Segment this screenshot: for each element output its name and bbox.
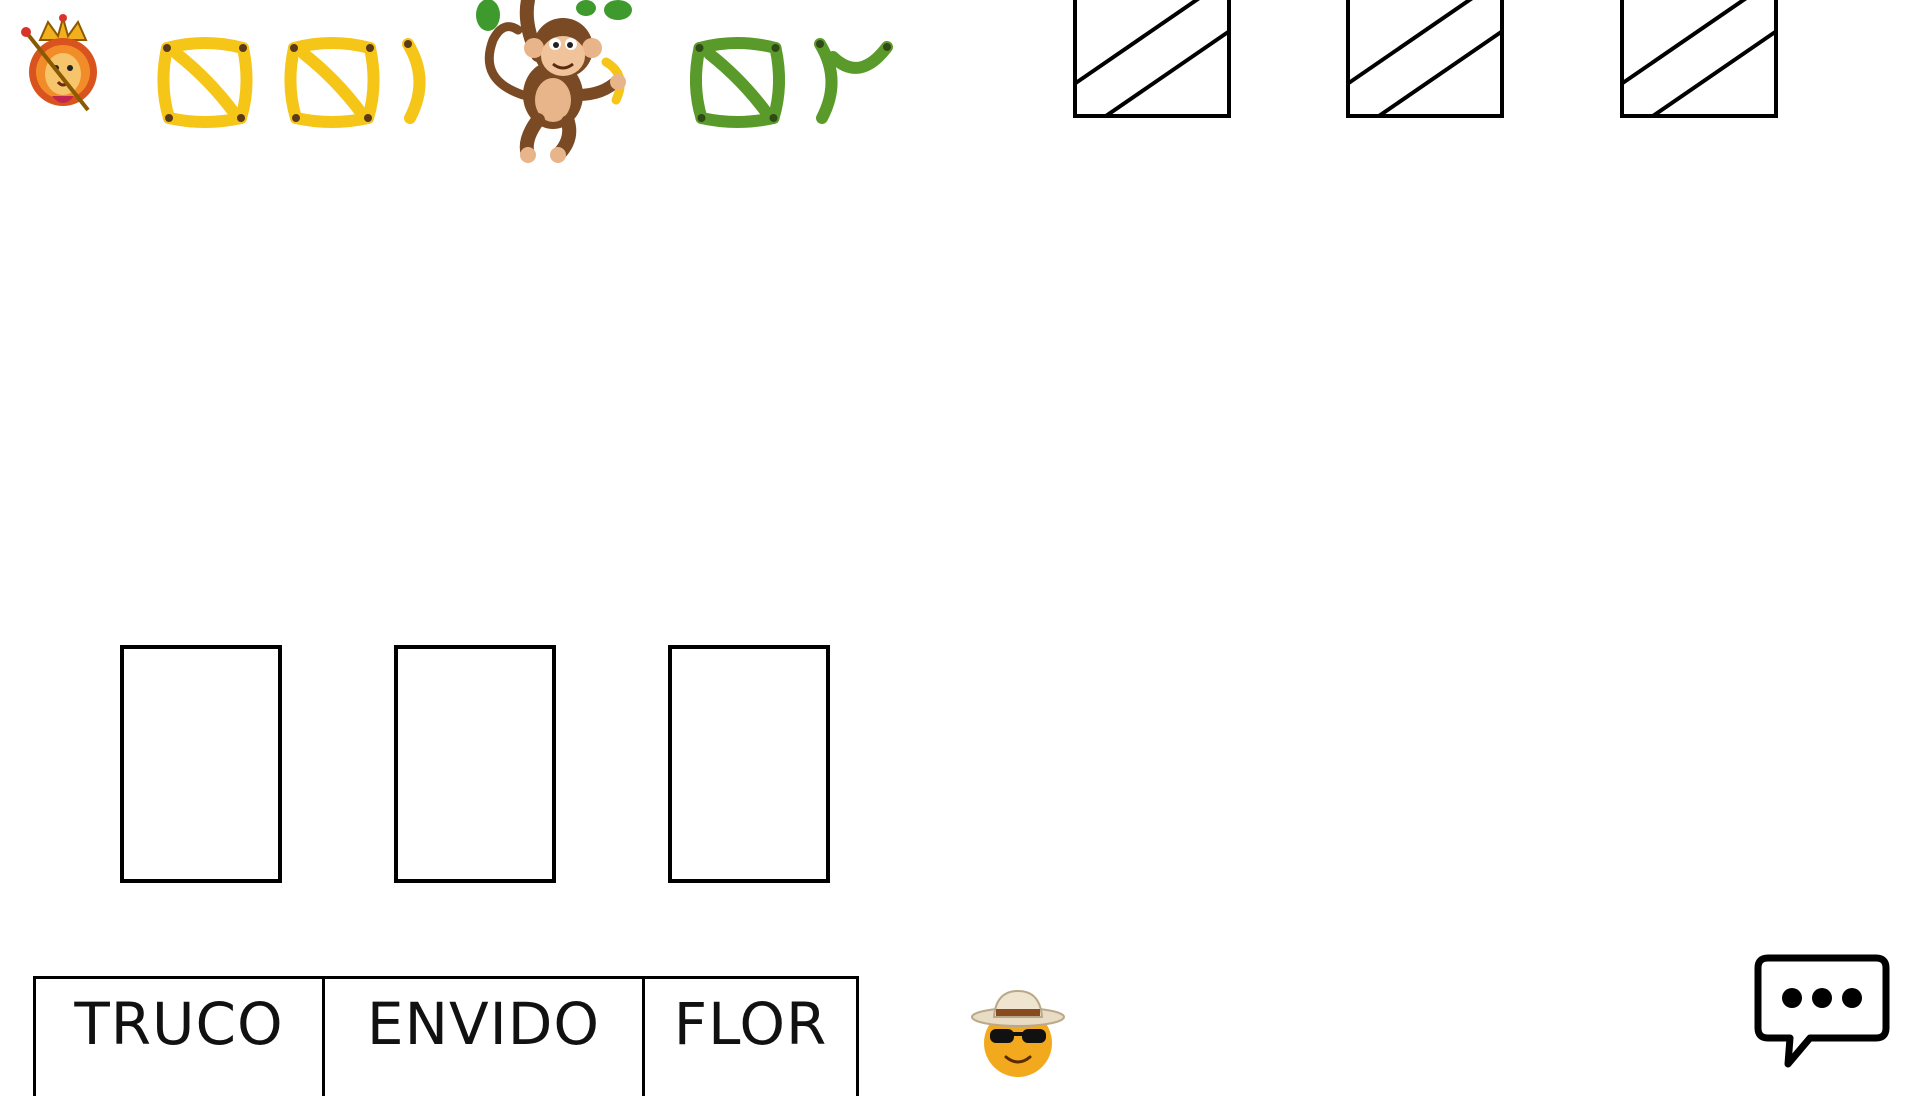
green-banana-group-icon: [689, 37, 786, 128]
yellow-banana-icon: [402, 38, 426, 124]
flor-button[interactable]: FLOR: [642, 979, 856, 1096]
opponent-card-back: [1620, 0, 1778, 118]
envido-button[interactable]: ENVIDO: [322, 979, 642, 1096]
player-card-slot-1[interactable]: [120, 645, 282, 883]
green-banana-icon: [827, 41, 893, 74]
yellow-banana-group-icon: [284, 37, 380, 128]
player-card-slot-3[interactable]: [668, 645, 830, 883]
card-back-hatch: [1350, 0, 1500, 114]
lion-king-icon: [21, 14, 97, 112]
green-banana-icon: [814, 38, 838, 124]
card-back-hatch: [1077, 0, 1227, 114]
player-card-slot-2[interactable]: [394, 645, 556, 883]
monkey-with-banana-icon: [476, 0, 632, 163]
action-bar: TRUCO ENVIDO FLOR: [33, 976, 859, 1096]
yellow-banana-group-icon: [157, 37, 253, 128]
opponent-card-back: [1073, 0, 1231, 118]
cool-sunglasses-emoji-icon[interactable]: [968, 985, 1068, 1080]
opponent-card-back: [1346, 0, 1504, 118]
chat-bubble-ellipsis-icon[interactable]: [1752, 952, 1892, 1072]
truco-button[interactable]: TRUCO: [74, 989, 284, 1058]
card-back-hatch: [1624, 0, 1774, 114]
